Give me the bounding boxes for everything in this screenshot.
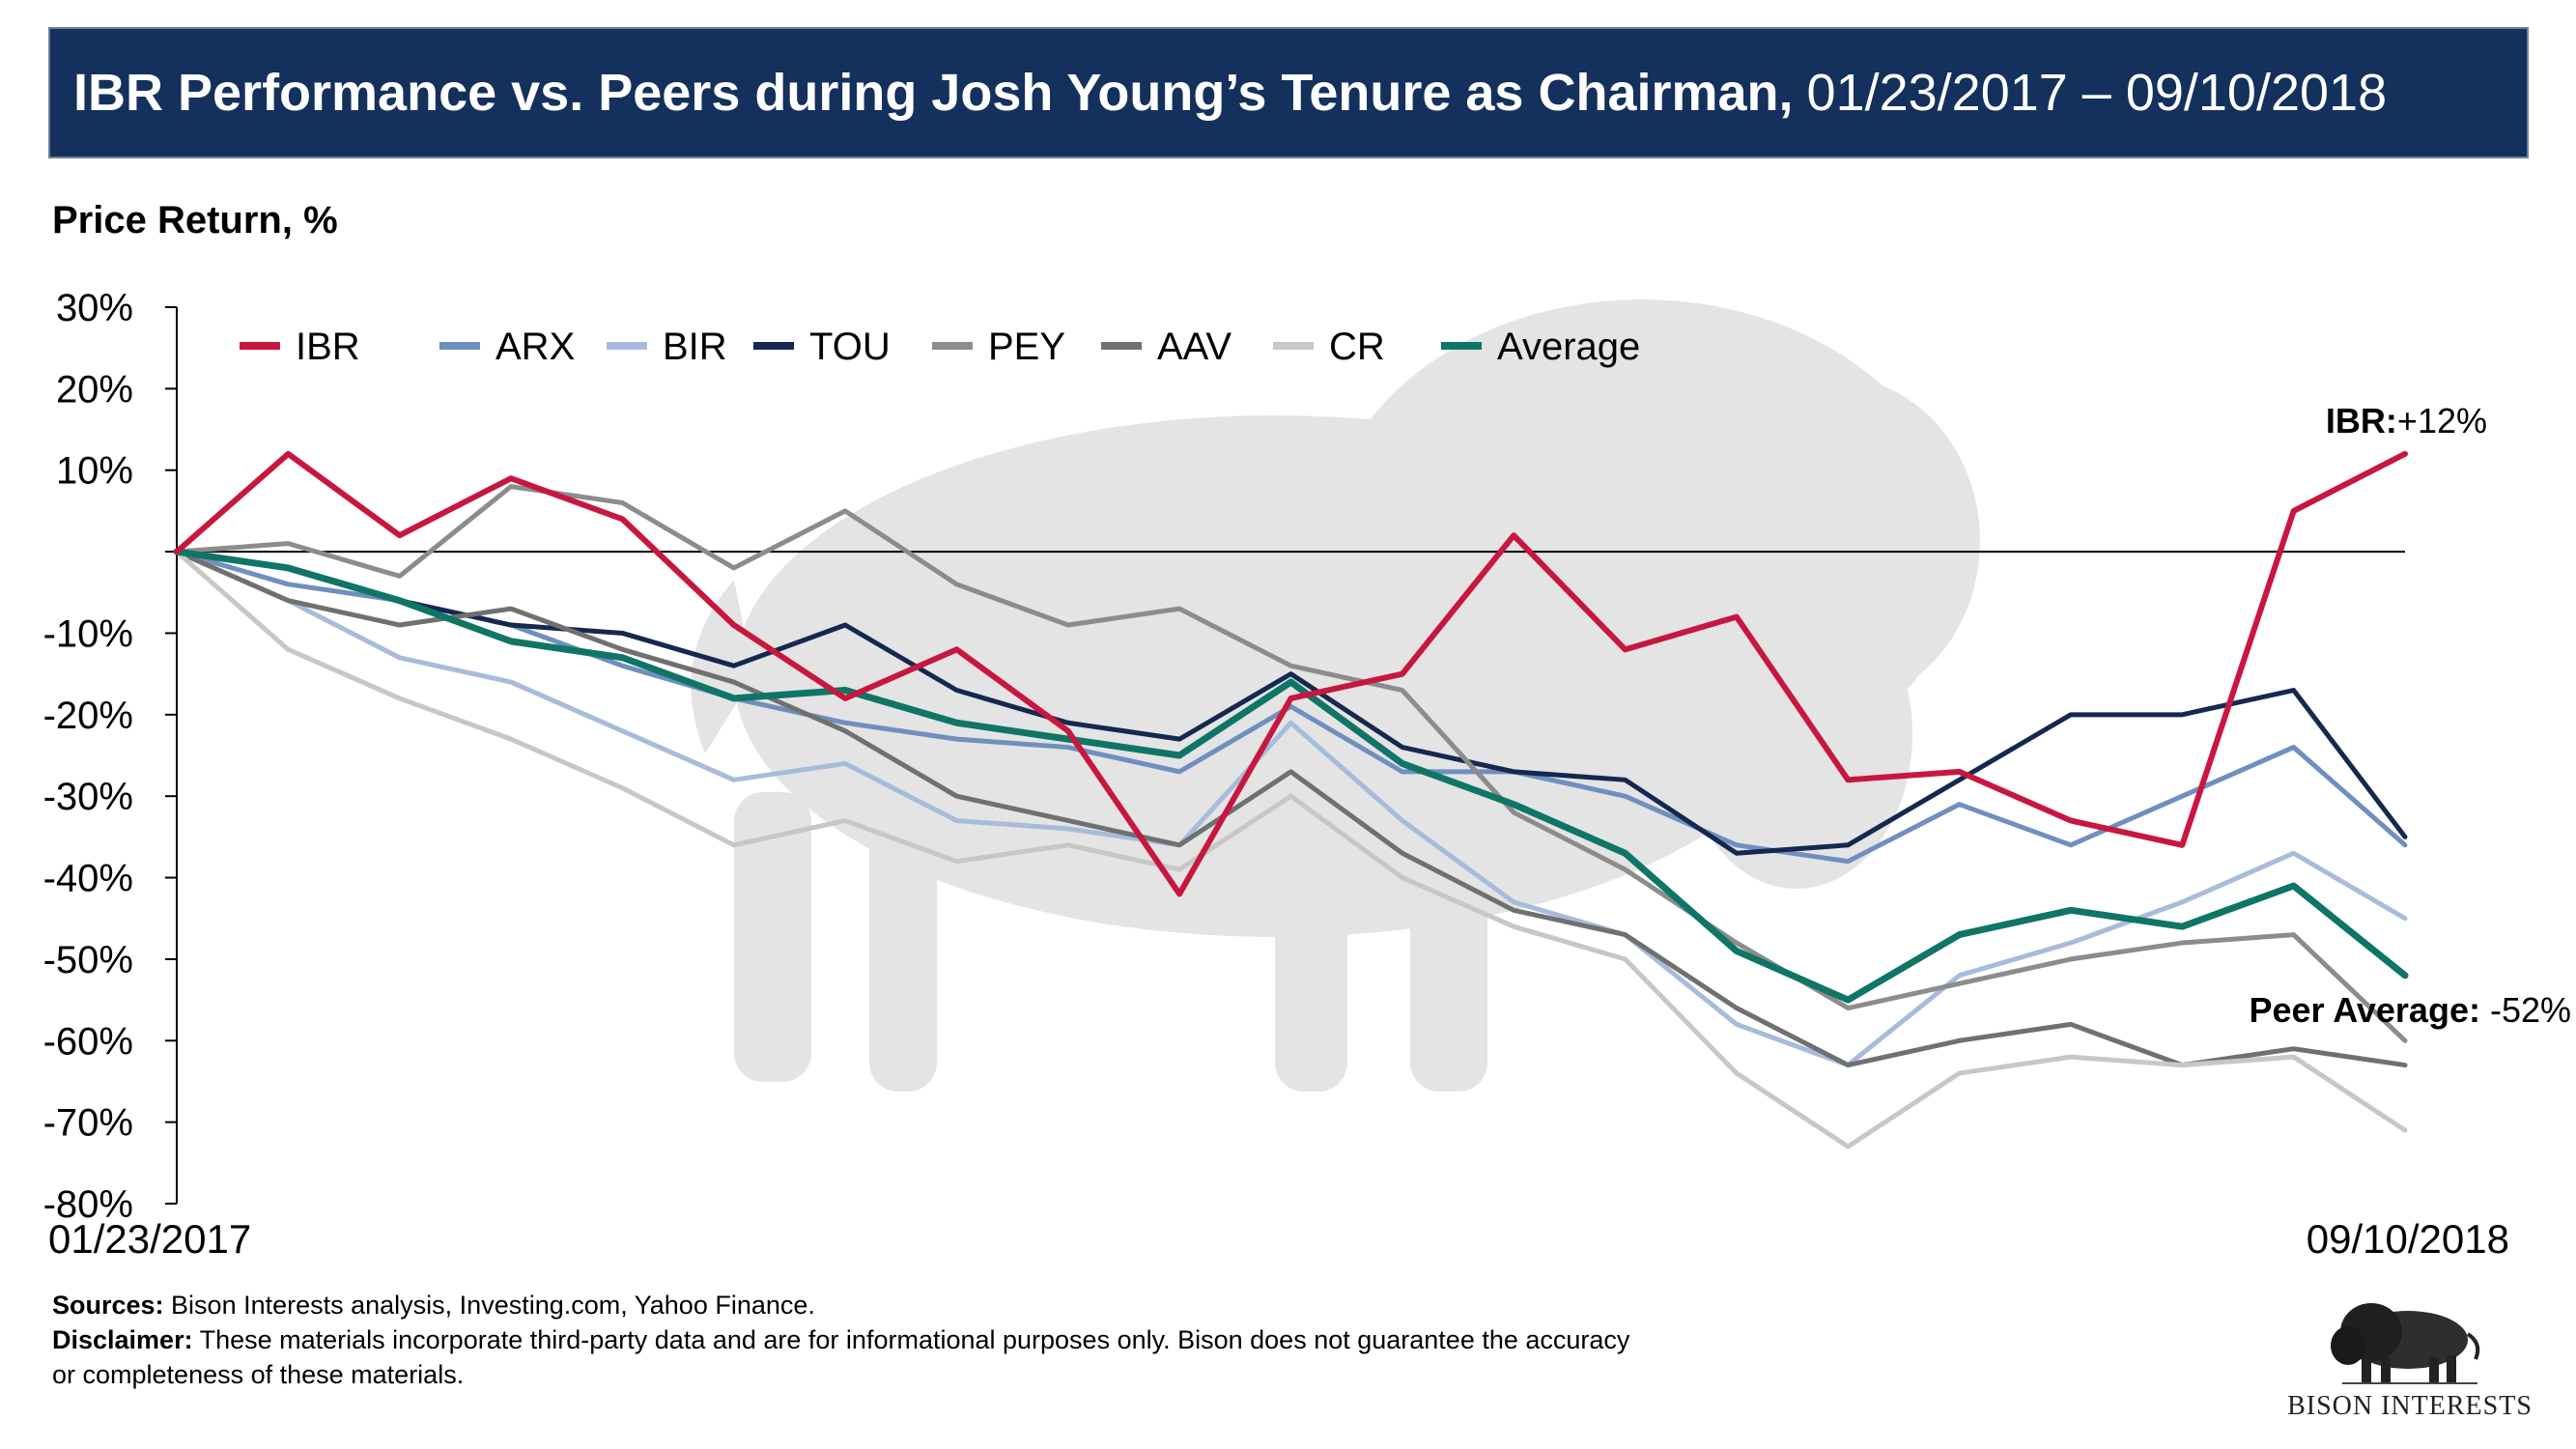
y-tick-label: -80% — [43, 1183, 133, 1226]
ibr-annotation-label: IBR: — [2326, 401, 2397, 440]
y-tick-label: -70% — [43, 1102, 133, 1145]
series-line-bir — [174, 549, 2408, 1068]
series-line-aav — [174, 549, 2408, 1068]
price-return-chart: 30% 20% 10% -10% -20% -30% -40% -50% -60% -70% -80… — [43, 287, 2571, 1262]
series-line-ibr — [174, 450, 2408, 897]
series-line-cr — [174, 549, 2408, 1150]
series-line-tou — [174, 549, 2408, 856]
legend-item-ibr: IBR — [240, 326, 360, 368]
y-tick-label: -60% — [43, 1020, 133, 1063]
peer-average-annotation-label: Peer Average: — [2249, 990, 2479, 1030]
chart-title: IBR Performance vs. Peers during Josh Yo… — [73, 64, 1794, 122]
legend-label: CR — [1329, 326, 1385, 368]
chart-date-range: 01/23/2017 – 09/10/2018 — [1806, 64, 2388, 122]
ibr-end-annotation: IBR:+12% — [2326, 401, 2487, 440]
disclaimer-line: Disclaimer: These materials incorporate … — [52, 1325, 1630, 1389]
y-tick-label: -50% — [43, 939, 133, 981]
legend-label: ARX — [495, 326, 575, 368]
peer-average-end-annotation: Peer Average: -52% — [2249, 990, 2571, 1030]
ibr-annotation-value: +12% — [2397, 401, 2487, 440]
title-banner: IBR Performance vs. Peers during Josh Yo… — [48, 27, 2529, 158]
legend-label: PEY — [988, 326, 1065, 368]
y-tick-label: 20% — [56, 368, 133, 411]
y-tick-label: -10% — [43, 612, 133, 655]
legend-item-average: Average — [1441, 326, 1640, 368]
x-end-label: 09/10/2018 — [2307, 1216, 2509, 1262]
x-start-label: 01/23/2017 — [48, 1216, 251, 1262]
y-tick-label: -40% — [43, 858, 133, 900]
series-line-arx — [174, 549, 2408, 865]
y-tick-label: -20% — [43, 695, 133, 737]
legend-item-arx: ARX — [439, 326, 575, 368]
peer-average-annotation-value: -52% — [2480, 990, 2571, 1030]
y-tick-label: 30% — [56, 287, 133, 329]
y-tick-label: 10% — [56, 450, 133, 493]
legend-item-pey: PEY — [932, 326, 1065, 368]
bison-logo-icon — [2331, 1303, 2480, 1384]
footer-notes: Sources: Bison Interests analysis, Inves… — [52, 1288, 1636, 1392]
legend-item-bir: BIR — [607, 326, 727, 368]
legend-label: AAV — [1157, 326, 1231, 368]
legend-label: TOU — [809, 326, 891, 368]
sources-line: Sources: Bison Interests analysis, Inves… — [52, 1291, 815, 1320]
bison-interests-logo: BISON INTERESTS — [2284, 1290, 2535, 1425]
y-axis-title: Price Return, % — [52, 199, 338, 242]
series-line-average — [173, 548, 2409, 1004]
legend-label: BIR — [663, 326, 727, 368]
legend-label: IBR — [296, 326, 360, 368]
legend-item-cr: CR — [1273, 326, 1385, 368]
legend-item-tou: TOU — [753, 326, 891, 368]
legend-item-aav: AAV — [1101, 326, 1231, 368]
logo-text: BISON INTERESTS — [2287, 1391, 2533, 1421]
legend-label: Average — [1497, 326, 1640, 368]
y-tick-label: -30% — [43, 776, 133, 818]
